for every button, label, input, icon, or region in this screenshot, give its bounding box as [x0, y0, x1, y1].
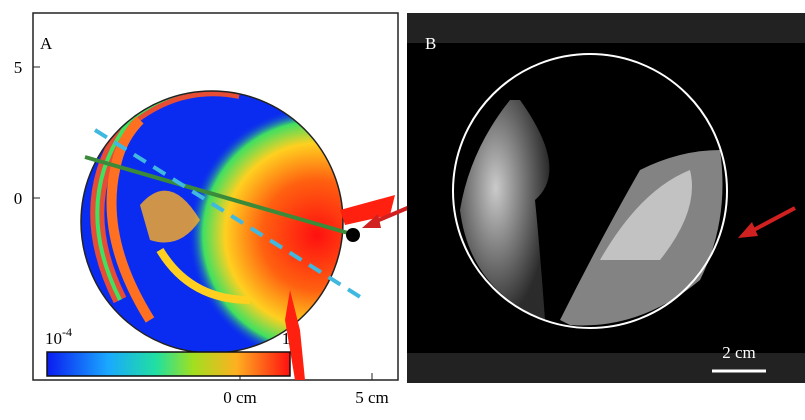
colorbar-max-label: 1 [282, 329, 291, 348]
axis-line [93, 128, 367, 302]
scale-bar-label: 2 cm [722, 343, 756, 362]
panel-a: A 5 0 0 cm 5 cm 10-4 1 [14, 12, 439, 407]
axis-line [84, 155, 356, 237]
photo-band [407, 353, 805, 383]
arrow-head [738, 222, 758, 238]
jet [340, 195, 395, 225]
y-tick-label: 0 [14, 189, 23, 208]
fluid [600, 170, 692, 260]
jet [285, 290, 305, 380]
heatmap [81, 91, 343, 353]
marker [346, 228, 360, 242]
exponent: -4 [62, 325, 72, 339]
colorbar [46, 351, 291, 377]
fluid [460, 100, 550, 320]
arrow [747, 206, 796, 235]
y-tick-label: 5 [14, 58, 23, 77]
photo-band [407, 13, 805, 43]
arrow-head [362, 214, 381, 228]
colorbar-min-label: 10-4 [45, 325, 72, 348]
container-outline [452, 53, 728, 329]
x-tick-label: 5 cm [355, 388, 389, 407]
panel-label: A [40, 34, 53, 53]
panel-label: B [425, 34, 436, 53]
panel-b: B 2 cm [407, 13, 805, 383]
base: 10 [45, 329, 62, 348]
x-tick-label: 0 cm [223, 388, 257, 407]
